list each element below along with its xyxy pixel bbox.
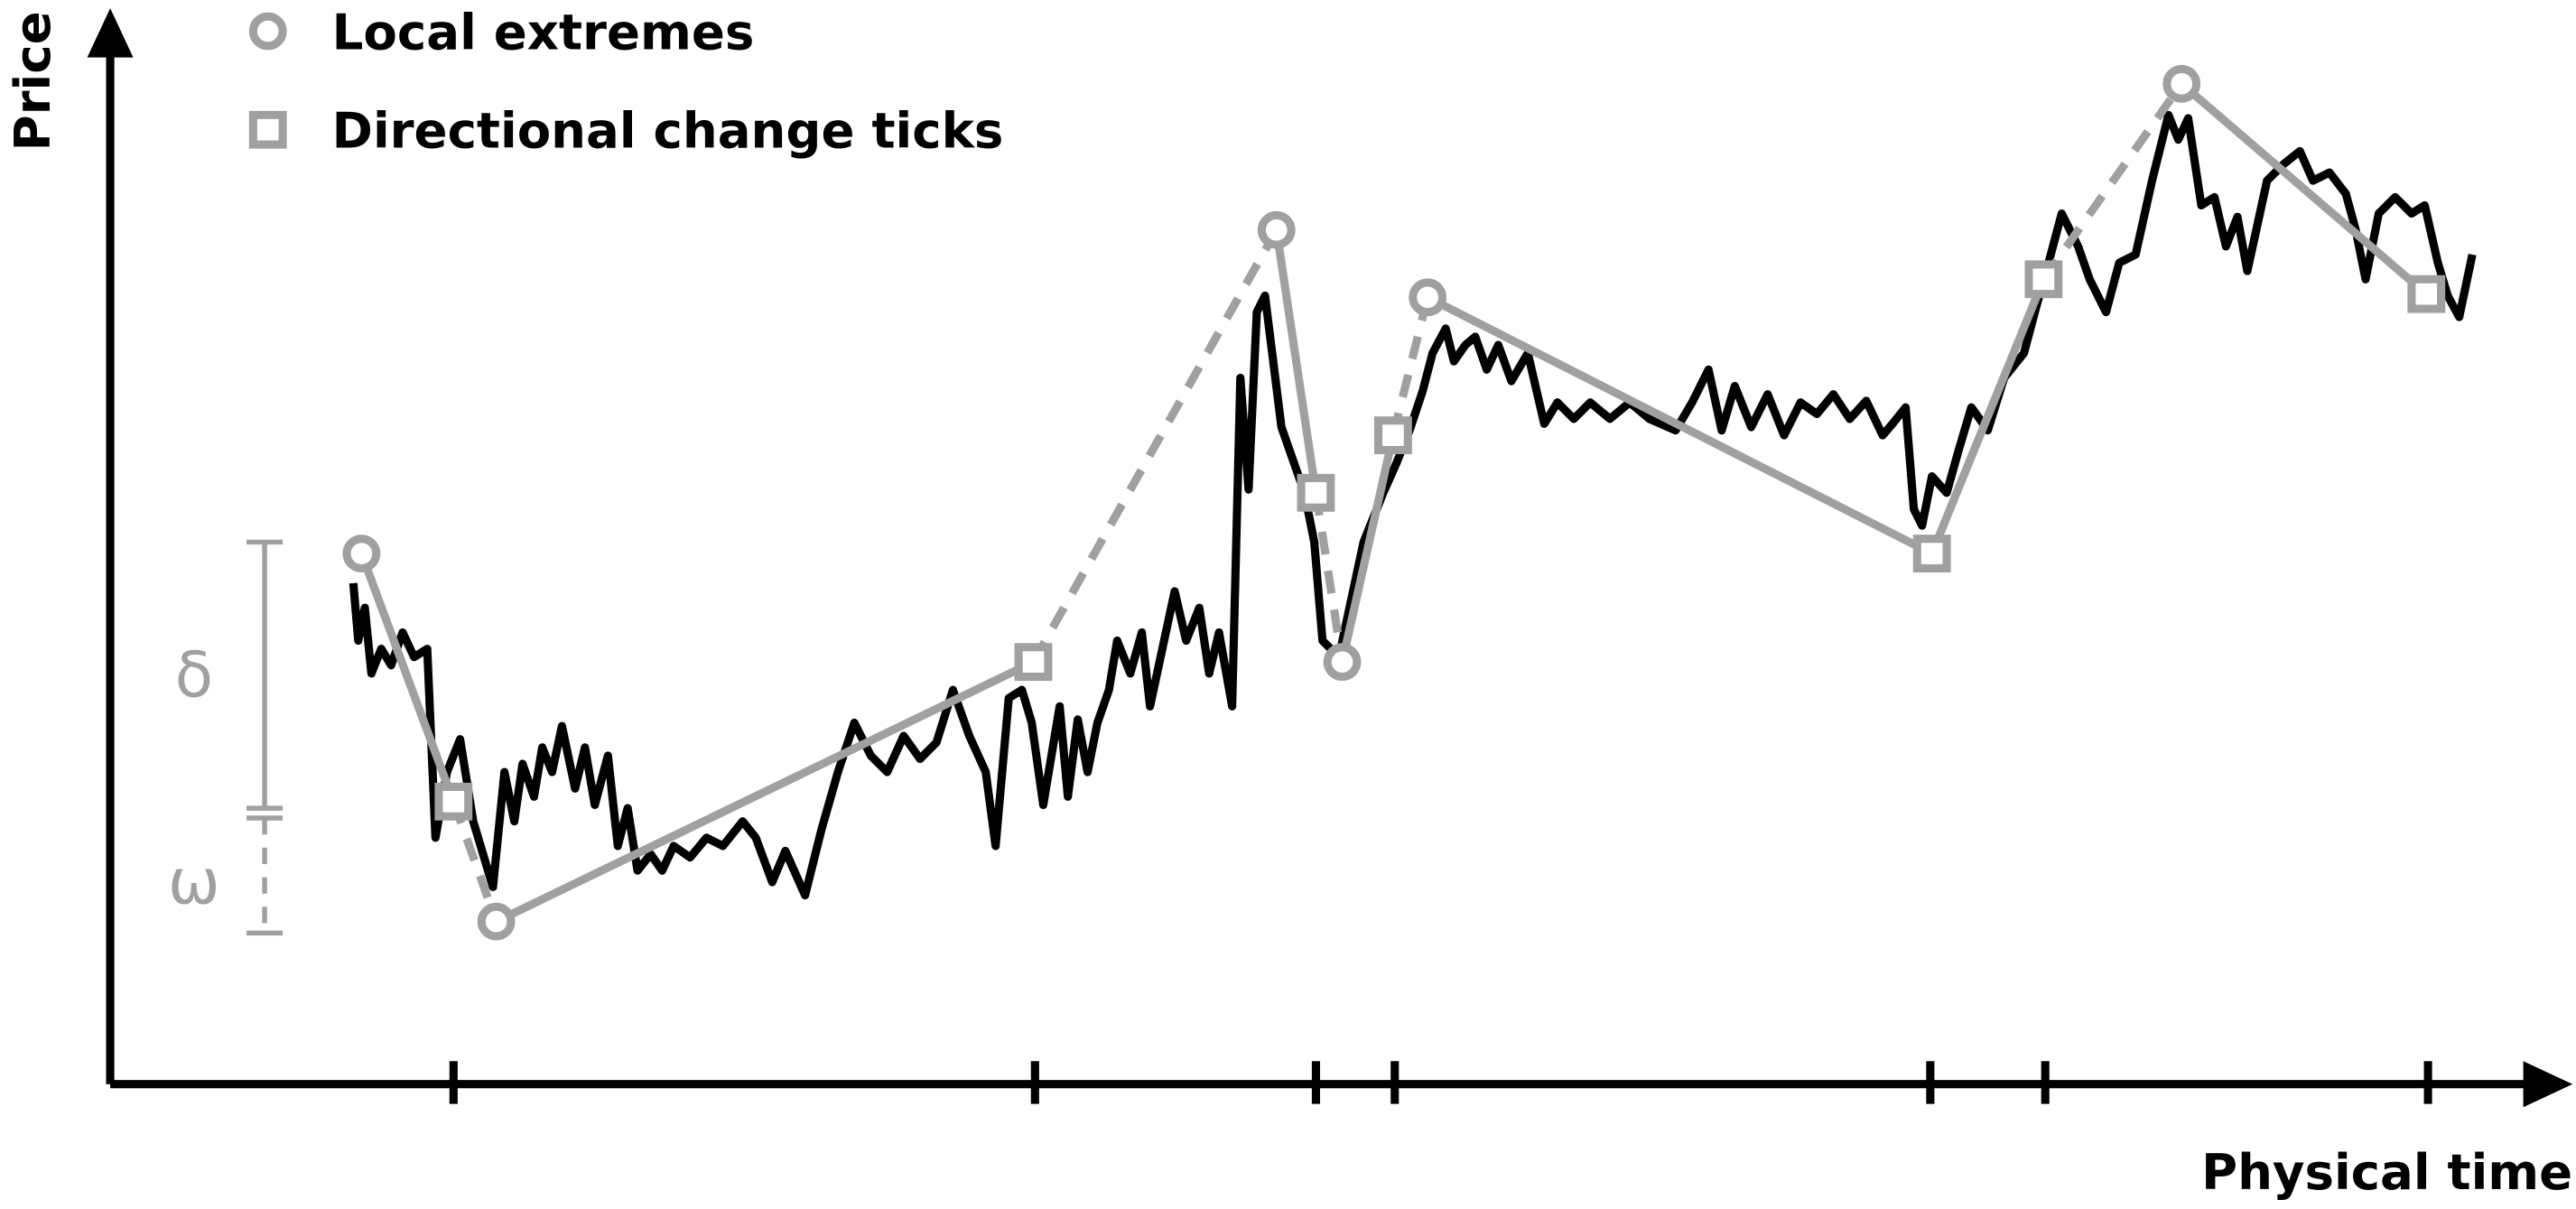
delta-label: δ bbox=[175, 639, 213, 711]
legend-extremes: Local extremes bbox=[332, 4, 755, 61]
legend-ticks: Directional change ticks bbox=[332, 102, 1004, 160]
x-arrow bbox=[2523, 1061, 2573, 1108]
dc-ticks bbox=[434, 260, 2446, 821]
local-extremes bbox=[342, 64, 2201, 941]
x-axis-label: Physical time bbox=[2201, 1143, 2572, 1201]
legend-circle bbox=[248, 12, 287, 51]
time-ticks bbox=[449, 1061, 2432, 1104]
price-path bbox=[349, 110, 2477, 900]
y-arrow bbox=[87, 8, 134, 58]
legend-square bbox=[248, 110, 287, 149]
y-axis-label: Price bbox=[4, 11, 61, 151]
dc-lines bbox=[358, 80, 2430, 925]
omega-label: ω bbox=[168, 847, 220, 919]
threshold-brackets bbox=[246, 539, 284, 936]
